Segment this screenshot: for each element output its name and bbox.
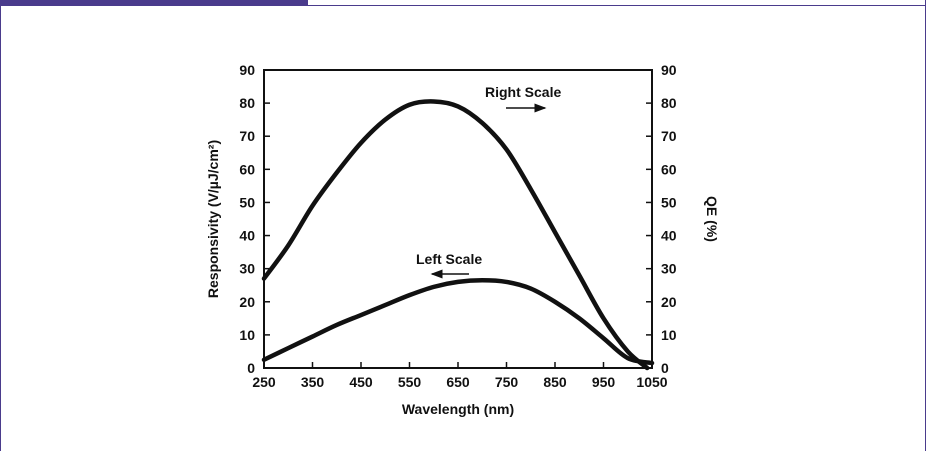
y-axis-right-title: QE (%) (704, 196, 720, 242)
series-layer (261, 99, 655, 371)
y-right-tick-label: 30 (661, 261, 677, 277)
y-right-tick-label: 10 (661, 327, 677, 343)
right-scale-label: Right Scale (485, 84, 561, 100)
y-left-tick-label: 30 (239, 261, 255, 277)
y-left-tick-label: 60 (239, 161, 255, 177)
y-left-tick-label: 10 (239, 327, 255, 343)
x-tick-label: 750 (495, 374, 519, 390)
header-rule (0, 5, 926, 6)
x-tick-label: 550 (398, 374, 422, 390)
series-line-right-scale (261, 99, 650, 371)
y-axis-left-title: Responsivity (V/µJ/cm²) (205, 140, 221, 298)
plot-area (263, 69, 653, 369)
x-tick-label: 350 (301, 374, 325, 390)
y-left-tick-label: 90 (239, 62, 255, 78)
y-left-tick-label: 20 (239, 294, 255, 310)
y-right-tick-label: 60 (661, 161, 677, 177)
series-line-left-scale (261, 278, 655, 366)
x-tick-label: 450 (349, 374, 373, 390)
y-left-tick-label: 0 (247, 360, 255, 376)
y-right-tick-label: 90 (661, 62, 677, 78)
y-right-tick-label: 20 (661, 294, 677, 310)
x-tick-label: 650 (446, 374, 470, 390)
y-right-tick-label: 70 (661, 128, 677, 144)
x-tick-label: 1050 (636, 374, 667, 390)
y-left-tick-label: 80 (239, 95, 255, 111)
x-tick-label: 850 (543, 374, 567, 390)
y-right-tick-label: 50 (661, 194, 677, 210)
x-tick-label: 250 (252, 374, 276, 390)
x-axis-title: Wavelength (nm) (402, 401, 514, 417)
x-tick-label: 950 (592, 374, 616, 390)
y-right-tick-label: 80 (661, 95, 677, 111)
y-left-tick-label: 50 (239, 194, 255, 210)
y-axis-right: 0 10 20 30 40 50 60 70 80 90 (646, 62, 677, 376)
left-scale-label: Left Scale (416, 251, 482, 267)
y-right-tick-label: 40 (661, 228, 677, 244)
x-axis: 250 350 450 550 650 750 850 950 1050 (252, 362, 668, 390)
left-scale-annotation: Left Scale (416, 251, 482, 279)
y-left-tick-label: 70 (239, 128, 255, 144)
y-left-tick-label: 40 (239, 228, 255, 244)
right-scale-annotation: Right Scale (485, 84, 561, 113)
y-axis-left: 0 10 20 30 40 50 60 70 80 90 (239, 62, 270, 376)
y-right-tick-label: 0 (661, 360, 669, 376)
header-tab (0, 0, 308, 6)
